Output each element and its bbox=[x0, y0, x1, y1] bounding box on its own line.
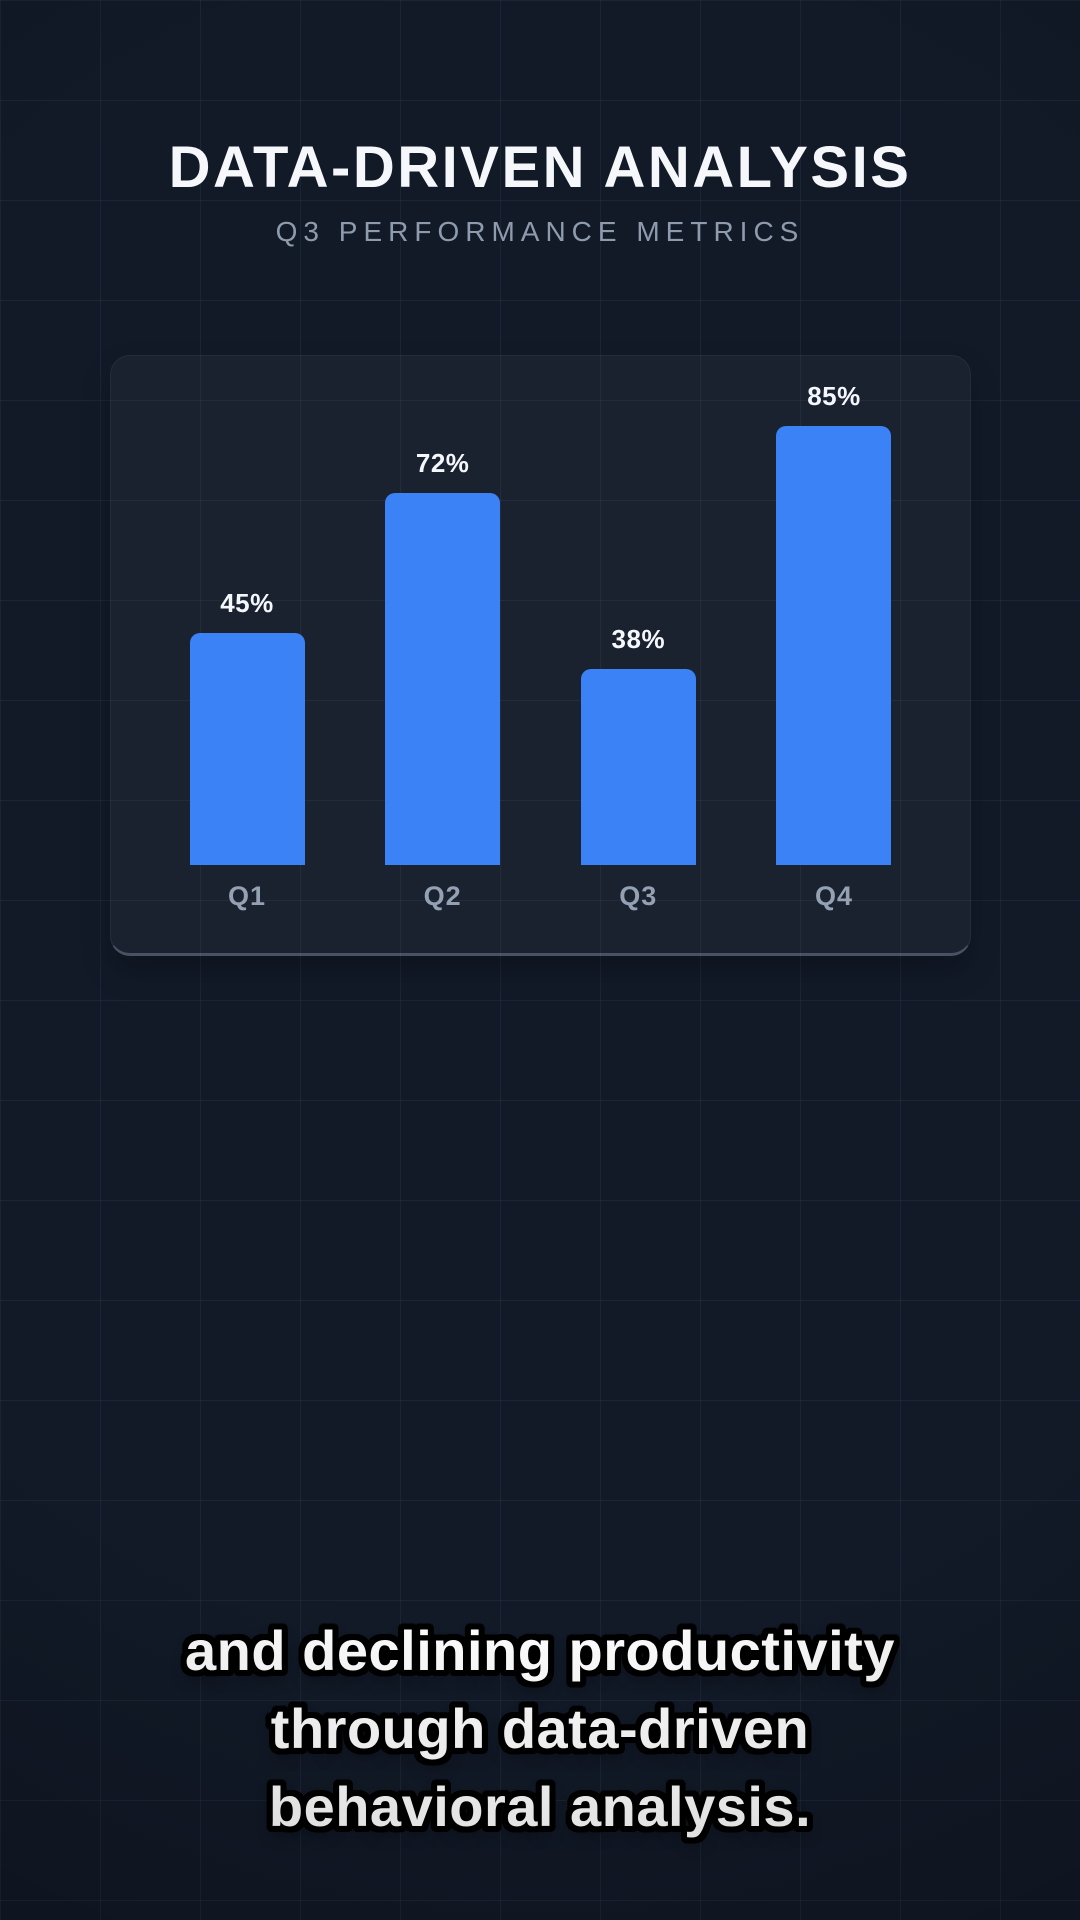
caption-line-1: and declining productivity bbox=[185, 1619, 895, 1682]
caption-subtitles: and declining productivity through data-… bbox=[40, 1612, 1040, 1846]
category-label-q4: Q4 bbox=[814, 881, 853, 911]
value-label-q2: 72% bbox=[415, 448, 470, 478]
bar-q2 bbox=[385, 493, 501, 865]
value-label-q1: 45% bbox=[220, 588, 274, 618]
category-label-q2: Q2 bbox=[423, 881, 462, 911]
value-label-q4: 85% bbox=[807, 381, 861, 411]
bar-column-q1: 45% Q1 bbox=[167, 356, 327, 911]
bar-q4 bbox=[776, 426, 892, 865]
bar-chart: 45% Q1 72% Q2 38% Q3 85% Q4 bbox=[167, 356, 914, 911]
category-label-q3: Q3 bbox=[619, 881, 658, 911]
caption-line-2: through data-driven bbox=[270, 1697, 810, 1760]
value-label-q3: 38% bbox=[611, 624, 666, 654]
caption-line-3: behavioral analysis. bbox=[268, 1775, 812, 1838]
bar-column-q2: 72% Q2 bbox=[363, 356, 523, 911]
page-subtitle: Q3 PERFORMANCE METRICS bbox=[275, 216, 805, 247]
header: DATA-DRIVEN ANALYSIS Q3 PERFORMANCE METR… bbox=[0, 128, 1080, 250]
page-title: DATA-DRIVEN ANALYSIS bbox=[168, 135, 912, 200]
category-label-q1: Q1 bbox=[227, 881, 267, 911]
bar-q3 bbox=[580, 669, 696, 865]
bar-q1 bbox=[189, 633, 305, 865]
bar-column-q3: 38% Q3 bbox=[558, 356, 718, 911]
bar-column-q4: 85% Q4 bbox=[754, 356, 914, 911]
chart-card: 45% Q1 72% Q2 38% Q3 85% Q4 bbox=[110, 355, 971, 956]
